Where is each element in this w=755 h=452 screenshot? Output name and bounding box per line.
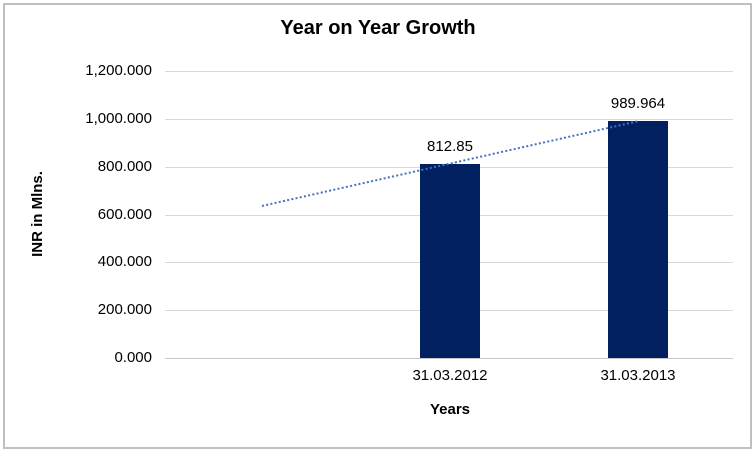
gridline (165, 71, 733, 72)
y-tick-label: 200.000 (97, 301, 152, 319)
y-tick-label: 1,000.000 (85, 109, 152, 127)
x-tick-label: 31.03.2012 (412, 367, 488, 384)
y-tick-label: 800.000 (97, 157, 152, 175)
x-axis-title: Years (429, 401, 471, 418)
data-label: 989.964 (610, 95, 666, 113)
x-tick-label: 31.03.2013 (600, 367, 676, 384)
y-axis-title: INR in Mlns. (29, 171, 46, 257)
y-tick-label: 400.000 (97, 253, 152, 271)
x-axis-line (165, 358, 733, 359)
y-tick-label: 600.000 (97, 205, 152, 223)
y-tick-label: 1,200.000 (85, 62, 152, 79)
gridline (165, 118, 733, 120)
data-label: 812.85 (427, 137, 473, 155)
y-tick-label: 0.000 (114, 349, 152, 366)
chart-title: Year on Year Growth (280, 17, 476, 39)
bar-31.03.2013[interactable] (608, 121, 668, 358)
bar-31.03.2012[interactable] (420, 163, 480, 358)
